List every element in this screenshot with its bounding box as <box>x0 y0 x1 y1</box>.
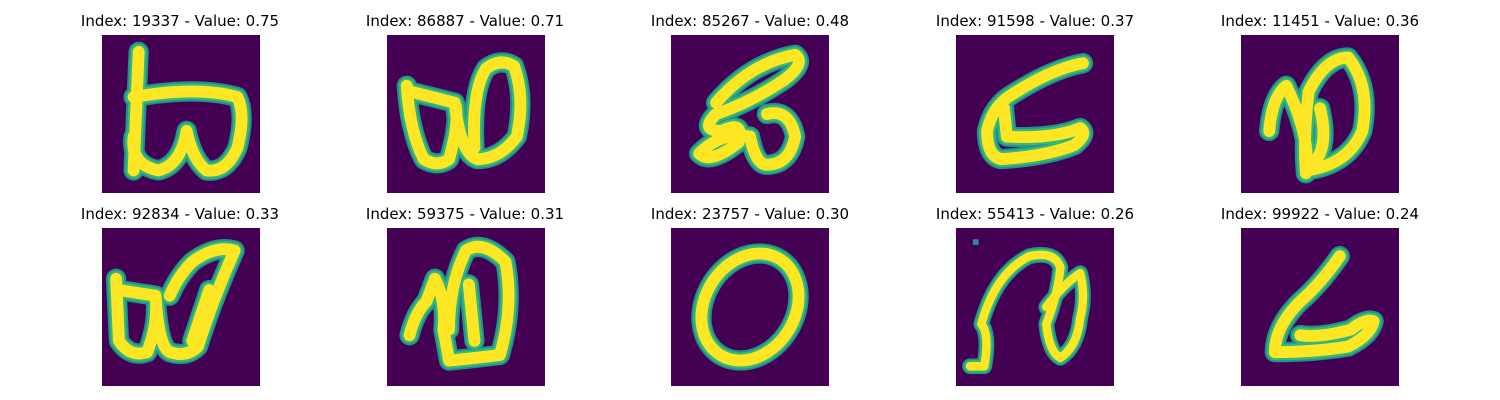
glyph-script-n <box>956 228 1114 386</box>
glyph-script-d <box>387 228 545 386</box>
panel-image <box>102 35 260 193</box>
panel-title: Index: 86887 - Value: 0.71 <box>365 12 565 30</box>
glyph-script-loop <box>671 35 829 193</box>
panel-title: Index: 85267 - Value: 0.48 <box>650 12 850 30</box>
panel-title: Index: 19337 - Value: 0.75 <box>80 12 280 30</box>
panel-title: Index: 55413 - Value: 0.26 <box>935 205 1135 223</box>
glyph-omega <box>387 35 545 193</box>
panel-image <box>956 228 1114 386</box>
panel-image <box>102 228 260 386</box>
glyph-omega <box>102 228 260 386</box>
panel-image <box>387 228 545 386</box>
glyph-b-omega <box>102 35 260 193</box>
panel-image <box>1241 228 1399 386</box>
panel-title: Index: 99922 - Value: 0.24 <box>1220 205 1420 223</box>
panel-title: Index: 59375 - Value: 0.31 <box>365 205 565 223</box>
glyph-bracket-l <box>1241 228 1399 386</box>
panel-image <box>387 35 545 193</box>
glyph-script-d <box>1241 35 1399 193</box>
panel-image <box>671 35 829 193</box>
panel-image <box>956 35 1114 193</box>
glyph-bracket-c <box>956 35 1114 193</box>
glyph-zero <box>671 228 829 386</box>
panel-title: Index: 23757 - Value: 0.30 <box>650 205 850 223</box>
panel-title: Index: 11451 - Value: 0.36 <box>1220 12 1420 30</box>
panel-title: Index: 91598 - Value: 0.37 <box>935 12 1135 30</box>
panel-image <box>1241 35 1399 193</box>
panel-title: Index: 92834 - Value: 0.33 <box>80 205 280 223</box>
panel-image <box>671 228 829 386</box>
